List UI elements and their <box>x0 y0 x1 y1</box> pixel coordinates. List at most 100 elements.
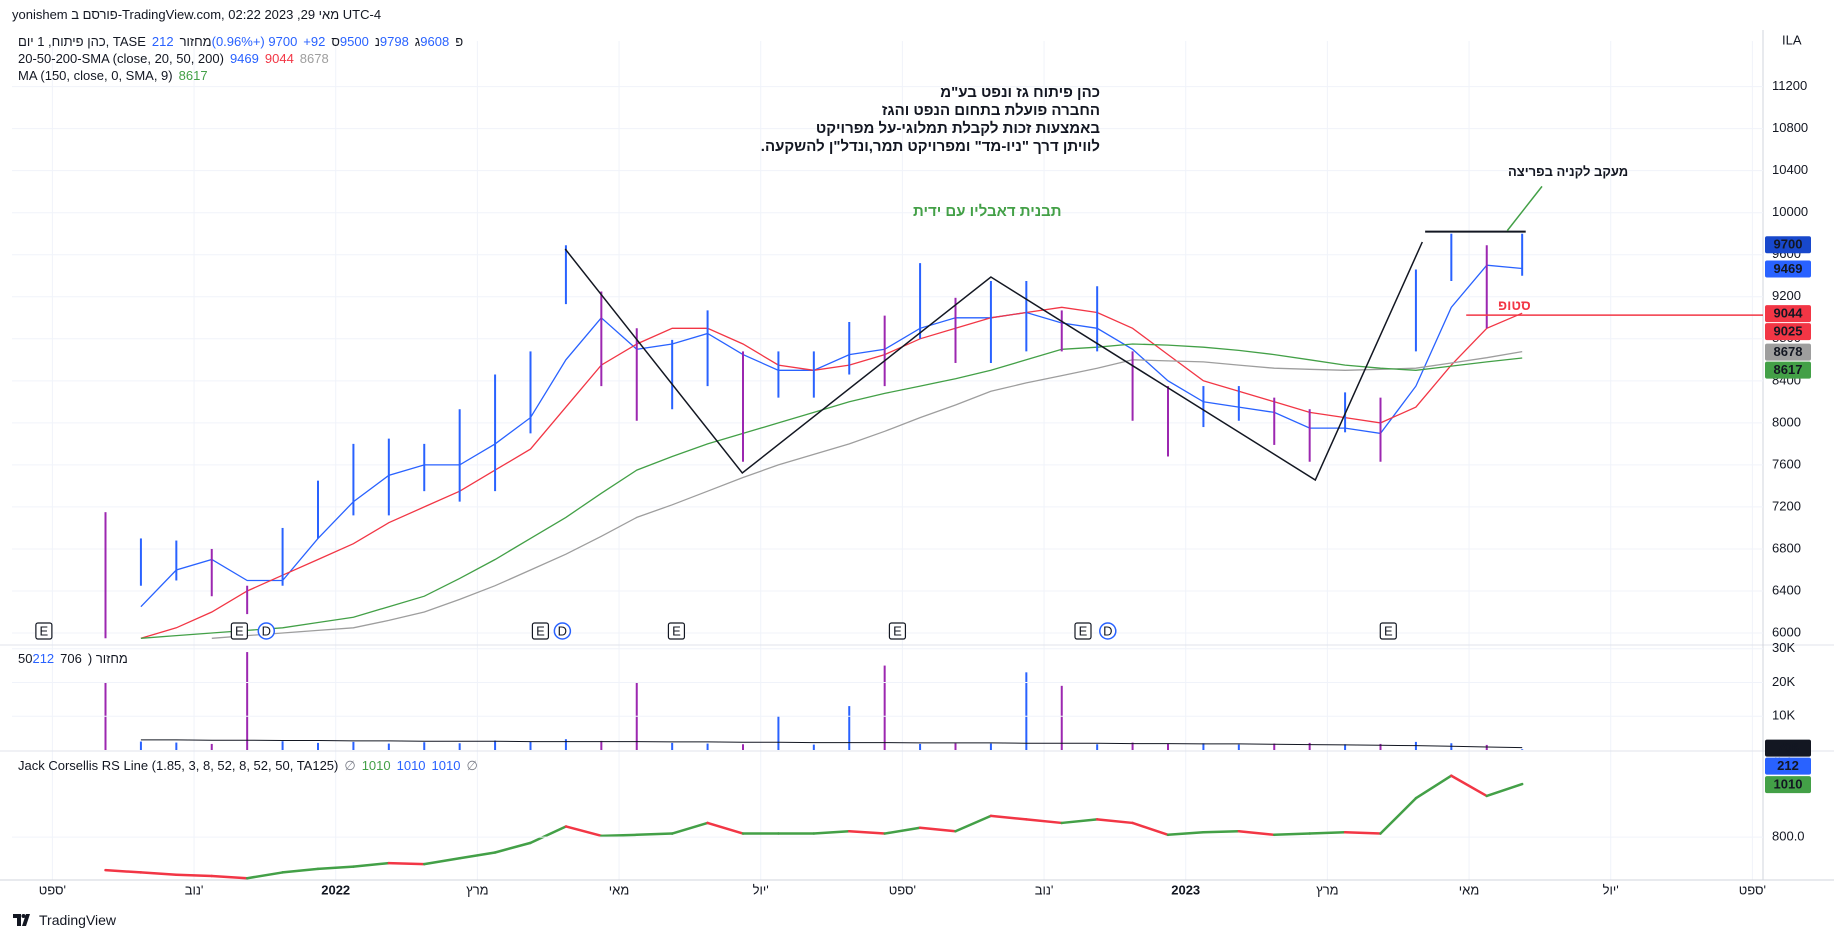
volume-bar <box>423 742 426 750</box>
study-legend: 20-50-200-SMA (close, 20, 50, 200) 9469 90… <box>18 51 335 66</box>
event-label: E <box>235 623 244 638</box>
y-tick-label: 6400 <box>1772 582 1801 597</box>
price-tag <box>1765 236 1811 254</box>
study-name: MA (150, close, 0, SMA, 9) <box>18 68 173 83</box>
volume-bar <box>706 743 709 750</box>
symbol-legend: כהן פיתוח, 1 יום, TASE פ 9608ג 9798נ 9500ס 97… <box>18 34 463 49</box>
volume-label: מחזור <box>179 34 212 49</box>
ma-line <box>211 350 1523 639</box>
quote-value: 9700 <box>268 34 298 49</box>
x-tick-label: 2023 <box>1171 882 1200 897</box>
x-tick-label: מרץ <box>466 882 488 897</box>
x-tick-label: ספט' <box>889 882 916 897</box>
price-tag <box>1765 323 1811 341</box>
y-tick-label: 10400 <box>1772 162 1808 177</box>
quote-label: ס <box>331 34 340 49</box>
rs-legend: Jack Corsellis RS Line (1.85, 3, 8, 52, … <box>18 758 484 774</box>
y-tick-label: 10000 <box>1772 204 1808 219</box>
volume-bar <box>175 742 178 750</box>
rs-segment <box>954 814 993 833</box>
breakout-label: מעקב לקניה בפריצה <box>1508 164 1629 179</box>
note-line: כהן פיתוח גז ונפט בע"מ <box>940 84 1100 101</box>
volume-bar <box>564 739 567 750</box>
rs-segment <box>281 867 320 874</box>
earnings-marker <box>1074 622 1092 640</box>
volume-bar <box>600 740 603 750</box>
price-tag-label: 8617 <box>1774 362 1803 377</box>
rs-empty: ∅ <box>466 758 478 773</box>
quote-label: ג <box>414 34 421 49</box>
price-tag-label: 9044 <box>1774 306 1804 321</box>
quote-label: נ <box>374 34 380 49</box>
volume-bar <box>1344 744 1347 750</box>
rs-segment <box>139 871 178 876</box>
stop-label: סטופ <box>1498 297 1531 313</box>
symbol: כהן פיתוח, 1 יום, TASE <box>18 34 146 49</box>
breakout-arrow <box>1506 185 1543 232</box>
volume-bar <box>919 743 922 750</box>
volume-bar <box>352 741 355 750</box>
event-label: E <box>1384 623 1393 638</box>
x-tick-label: נוב' <box>185 882 204 897</box>
volume-bar <box>246 652 249 750</box>
rs-segment <box>1202 830 1241 834</box>
notes: כהן פיתוח גז ונפט בע"מ החברה פועלת בתחום … <box>761 84 1100 156</box>
rs-segment <box>635 832 674 837</box>
volume-bar <box>1060 685 1063 750</box>
rs-segment <box>1095 818 1134 825</box>
volume-ma-value: 706 <box>60 651 82 666</box>
event-label: E <box>536 623 545 638</box>
rs-segment <box>812 830 851 835</box>
earnings-marker <box>230 622 248 640</box>
pattern-label: תבנית דאבליו עם ידית <box>913 203 1062 220</box>
volume-value: 212 <box>32 651 55 666</box>
quote-label: פ <box>455 34 464 49</box>
rs-segment <box>1379 796 1418 835</box>
rs-segment <box>1166 831 1205 837</box>
y-tick-label: 6000 <box>1772 624 1801 639</box>
x-tick-label: נוב' <box>1035 882 1054 897</box>
dividend-marker <box>257 622 276 640</box>
volume-legend: מחזור (50212 706 <box>18 651 134 666</box>
price-tag-label: 9025 <box>1774 324 1803 339</box>
ma-line <box>140 306 1523 639</box>
rs-segment <box>104 868 143 874</box>
price-tag-label: 212 <box>1777 758 1799 773</box>
x-tick-label: 2022 <box>321 882 350 897</box>
volume-bar <box>139 741 142 750</box>
event-label: E <box>893 623 902 638</box>
rs-segment <box>210 874 249 880</box>
y-tick-label: 6800 <box>1772 540 1801 555</box>
study-value: 8617 <box>178 68 208 83</box>
rs-segment <box>600 833 638 838</box>
y-tick-label: 7600 <box>1772 456 1801 471</box>
volume-bar <box>281 741 284 750</box>
rs-segment <box>1273 832 1311 837</box>
volume-bar <box>529 741 532 750</box>
footer: TradingView <box>12 912 116 928</box>
volume-bar <box>1308 742 1311 750</box>
study-value: 8678 <box>299 51 329 66</box>
rs-segment <box>564 825 603 838</box>
event-label: E <box>672 623 681 638</box>
price-tag-label: 1010 <box>1774 777 1803 792</box>
study-value: 9044 <box>264 51 294 66</box>
footer-text: TradingView <box>39 912 117 928</box>
event-label: E <box>1079 623 1088 638</box>
rs-segment <box>1131 821 1170 837</box>
volume-bar <box>671 742 674 750</box>
volume-bar <box>1131 742 1134 750</box>
note-line: באמצעות זכות לקבלת תמלוגי-על מפרויקט <box>815 120 1100 137</box>
study-name: 20-50-200-SMA (close, 20, 50, 200) <box>18 51 224 66</box>
price-tag <box>1765 260 1811 278</box>
pattern-line <box>564 241 1423 482</box>
volume-bar <box>883 665 886 750</box>
price-tag-label: 706 <box>1777 740 1799 755</box>
study-legend: MA (150, close, 0, SMA, 9) 8617 <box>18 68 214 83</box>
event-label: E <box>40 623 49 638</box>
x-tick-label: מרץ <box>1316 882 1338 897</box>
rs-value: 1010 <box>396 758 426 773</box>
volume-bar <box>1202 743 1205 750</box>
quote-value: 9798 <box>379 34 409 49</box>
